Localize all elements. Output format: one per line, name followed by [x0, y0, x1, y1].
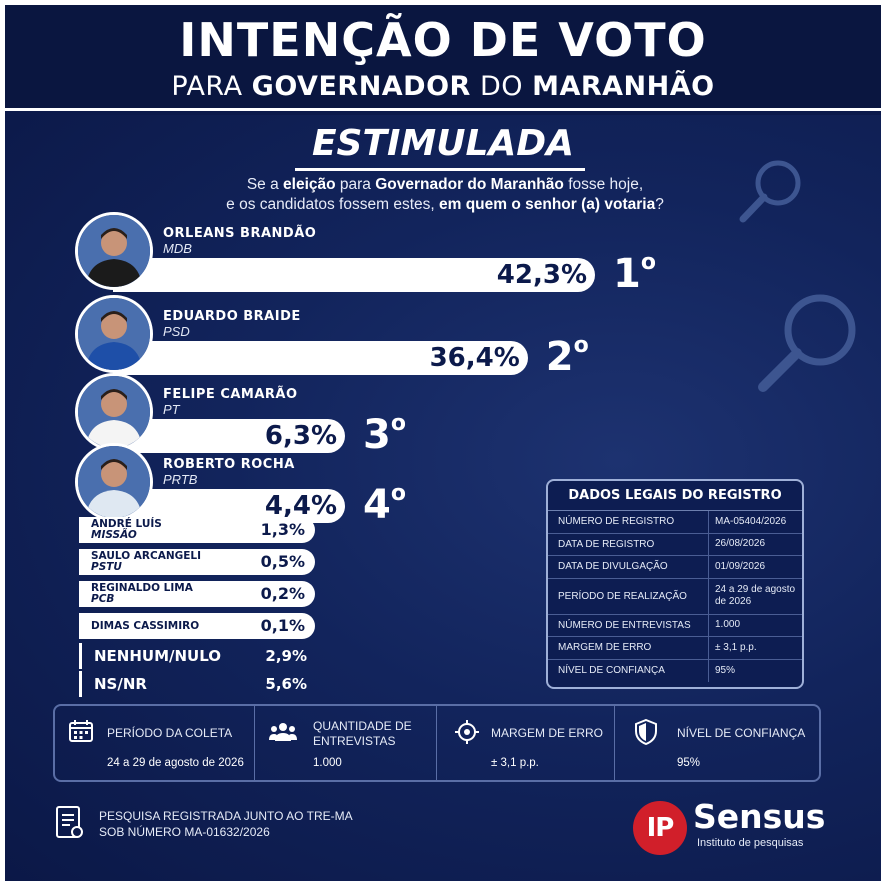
info-periodo: PERÍODO DA COLETA 24 a 29 de agosto de 2… [55, 706, 255, 780]
row-key: DATA DE REGISTRO [558, 538, 655, 550]
bar: 6,3% [113, 419, 345, 453]
registration-note: PESQUISA REGISTRADA JUNTO AO TRE-MA SOB … [99, 809, 353, 839]
percentage: 0,2% [260, 584, 305, 603]
legal-data-panel: DADOS LEGAIS DO REGISTRO NÚMERO DE REGIS… [546, 479, 804, 689]
list-item: REGINALDO LIMA PCB 0,2% [79, 581, 315, 607]
logo-mark: IP [633, 801, 687, 855]
avatar [75, 373, 153, 451]
magnifier-icon [758, 294, 856, 392]
row-key: NÍVEL DE CONFIANÇA [558, 665, 665, 677]
row-value: 1.000 [708, 614, 800, 636]
info-bar: PERÍODO DA COLETA 24 a 29 de agosto de 2… [53, 704, 821, 782]
data-label: 36,4% [429, 343, 520, 373]
list-item: NENHUM/NULO 2,9% [79, 643, 315, 669]
candidate-name: ORLEANS BRANDÃO [163, 226, 317, 241]
percentage: 5,6% [265, 675, 307, 693]
page-subtitle: PARA GOVERNADOR DO MARANHÃO [171, 71, 715, 102]
list-item: ANDRÉ LUÍS MISSÃO 1,3% [79, 517, 315, 543]
percentage: 2,9% [265, 647, 307, 665]
page-title: INTENÇÃO DE VOTO [179, 13, 707, 67]
row-key: PERÍODO DE REALIZAÇÃO [558, 590, 687, 602]
row-key: NÚMERO DE REGISTRO [558, 516, 675, 528]
avatar [75, 212, 153, 290]
percentage: 0,5% [260, 552, 305, 571]
candidate-row: 42,3% 1o ORLEANS BRANDÃO MDB [5, 212, 881, 297]
infographic: INTENÇÃO DE VOTO PARA GOVERNADOR DO MARA… [5, 5, 881, 881]
table-row: MARGEM DE ERRO ± 3,1 p.p. [548, 637, 802, 660]
row-key: MARGEM DE ERRO [558, 642, 652, 654]
table-row: DATA DE DIVULGAÇÃO 01/09/2026 [548, 556, 802, 579]
rank-label: 1o [613, 250, 656, 297]
list-item: DIMAS CASSIMIRO 0,1% [79, 613, 315, 639]
section-title: ESTIMULADA [311, 123, 575, 164]
panel-title: DADOS LEGAIS DO REGISTRO [548, 481, 802, 511]
info-entrevistas: QUANTIDADE DE ENTREVISTAS 1.000 [255, 706, 437, 780]
row-value: ± 3,1 p.p. [708, 637, 800, 659]
row-value: 01/09/2026 [708, 556, 800, 578]
data-label: 42,3% [496, 260, 587, 290]
section-underline [295, 168, 585, 171]
percentage: 1,3% [260, 520, 305, 539]
header: INTENÇÃO DE VOTO PARA GOVERNADOR DO MARA… [5, 5, 881, 111]
logo-name: Sensus [693, 797, 826, 836]
candidate-name: FELIPE CAMARÃO [163, 387, 298, 402]
candidate-name: EDUARDO BRAIDE [163, 309, 301, 324]
bar: 42,3% [113, 258, 595, 292]
info-nivel: NÍVEL DE CONFIANÇA 95% [615, 706, 819, 780]
people-icon [269, 723, 297, 741]
rank-label: 4o [363, 481, 406, 528]
table-row: PERÍODO DE REALIZAÇÃO 24 a 29 de agosto d… [548, 578, 802, 615]
shield-icon [635, 719, 657, 745]
table-row: NÚMERO DE ENTREVISTAS 1.000 [548, 614, 802, 637]
candidate-party: PSD [163, 324, 190, 339]
row-value: 95% [708, 659, 800, 682]
magnifier-icon [739, 160, 801, 223]
calendar-icon [69, 720, 93, 742]
rank-label: 2o [545, 333, 589, 380]
candidate-party: PT [163, 402, 180, 417]
list-item: SAULO ARCANGELI PSTU 0,5% [79, 549, 315, 575]
avatar [75, 443, 153, 521]
row-value: 26/08/2026 [708, 533, 800, 555]
logo: IP Sensus Instituto de pesquisas [633, 797, 833, 855]
candidate-party: MDB [163, 241, 192, 256]
row-key: NÚMERO DE ENTREVISTAS [558, 619, 691, 631]
table-row: NÍVEL DE CONFIANÇA 95% [548, 659, 802, 682]
candidate-name: ROBERTO ROCHA [163, 457, 295, 472]
target-icon [455, 720, 479, 744]
candidate-party: PRTB [163, 472, 198, 487]
logo-tagline: Instituto de pesquisas [697, 837, 804, 849]
row-value: 24 a 29 de agosto de 2026 [708, 578, 800, 614]
data-label: 4,4% [264, 491, 337, 521]
table-row: NÚMERO DE REGISTRO MA-05404/2026 [548, 511, 802, 534]
bar: 36,4% [113, 341, 528, 375]
candidate-row: 6,3% 3o FELIPE CAMARÃO PT [5, 373, 881, 458]
row-value: MA-05404/2026 [708, 511, 800, 533]
survey-question: Se a eleição para Governador do Maranhão… [226, 176, 664, 213]
data-label: 6,3% [264, 421, 337, 451]
document-icon [56, 806, 83, 838]
list-item: NS/NR 5,6% [79, 671, 315, 697]
avatar [75, 295, 153, 373]
rank-label: 3o [363, 411, 406, 458]
row-key: DATA DE DIVULGAÇÃO [558, 561, 668, 573]
info-margem: MARGEM DE ERRO ± 3,1 p.p. [437, 706, 615, 780]
candidate-row: 36,4% 2o EDUARDO BRAIDE PSD [5, 295, 881, 380]
percentage: 0,1% [260, 616, 305, 635]
table-row: DATA DE REGISTRO 26/08/2026 [548, 533, 802, 556]
